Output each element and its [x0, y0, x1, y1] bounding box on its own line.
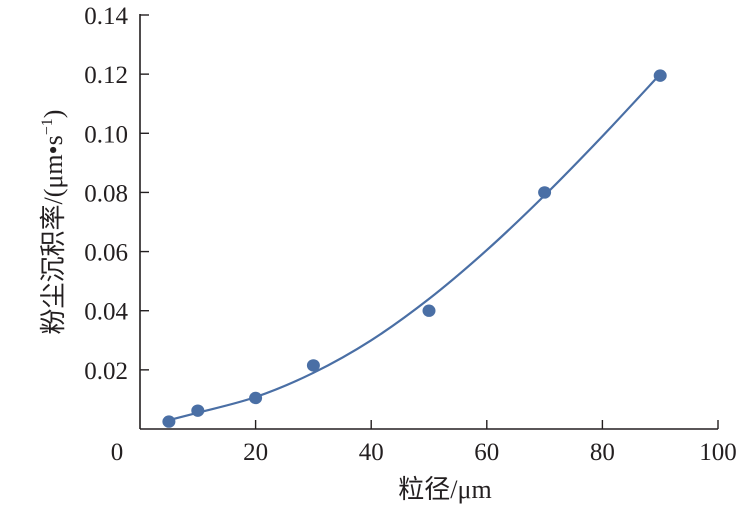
ticks: [140, 14, 719, 429]
x-tick-label: 100: [699, 439, 737, 466]
data-point: [191, 404, 205, 417]
y-tick-label: 0.04: [84, 299, 128, 326]
y-tick-label: 0.02: [84, 358, 128, 385]
y-tick-label: 0.06: [84, 240, 128, 267]
x-axis-title: 粒径/μm: [398, 475, 491, 504]
x-tick-label: 0: [111, 439, 124, 466]
y-tick-label: 0.08: [84, 180, 128, 207]
x-tick-label: 80: [590, 439, 615, 466]
y-axis-title-exponent: −1: [39, 118, 56, 135]
y-axis-title: 粉尘沉积率/(μm•s−1): [39, 110, 68, 335]
y-tick-label: 0.10: [84, 121, 128, 148]
data-point: [249, 391, 263, 405]
data-point: [422, 304, 436, 317]
data-point: [538, 186, 552, 199]
axes: [139, 14, 718, 430]
y-axis-title-main: 粉尘沉积率/(μm•s: [39, 135, 68, 334]
y-tick-label: 0.14: [84, 3, 128, 30]
fit-curve: [168, 73, 662, 422]
data-point: [306, 359, 320, 372]
tick-labels: 0 20 40 60 80 100 0.02 0.04 0.06 0.08 0.10 0.12 0.14: [84, 3, 737, 466]
points-layer: [162, 69, 667, 428]
data-point: [162, 415, 176, 428]
y-tick-label: 0.12: [84, 62, 128, 89]
data-point: [653, 69, 667, 82]
fit-line-layer: [168, 73, 662, 422]
x-tick-label: 40: [359, 439, 384, 466]
x-tick-label: 20: [243, 439, 268, 466]
x-tick-label: 60: [474, 439, 499, 466]
y-axis-title-close: ): [39, 110, 68, 119]
